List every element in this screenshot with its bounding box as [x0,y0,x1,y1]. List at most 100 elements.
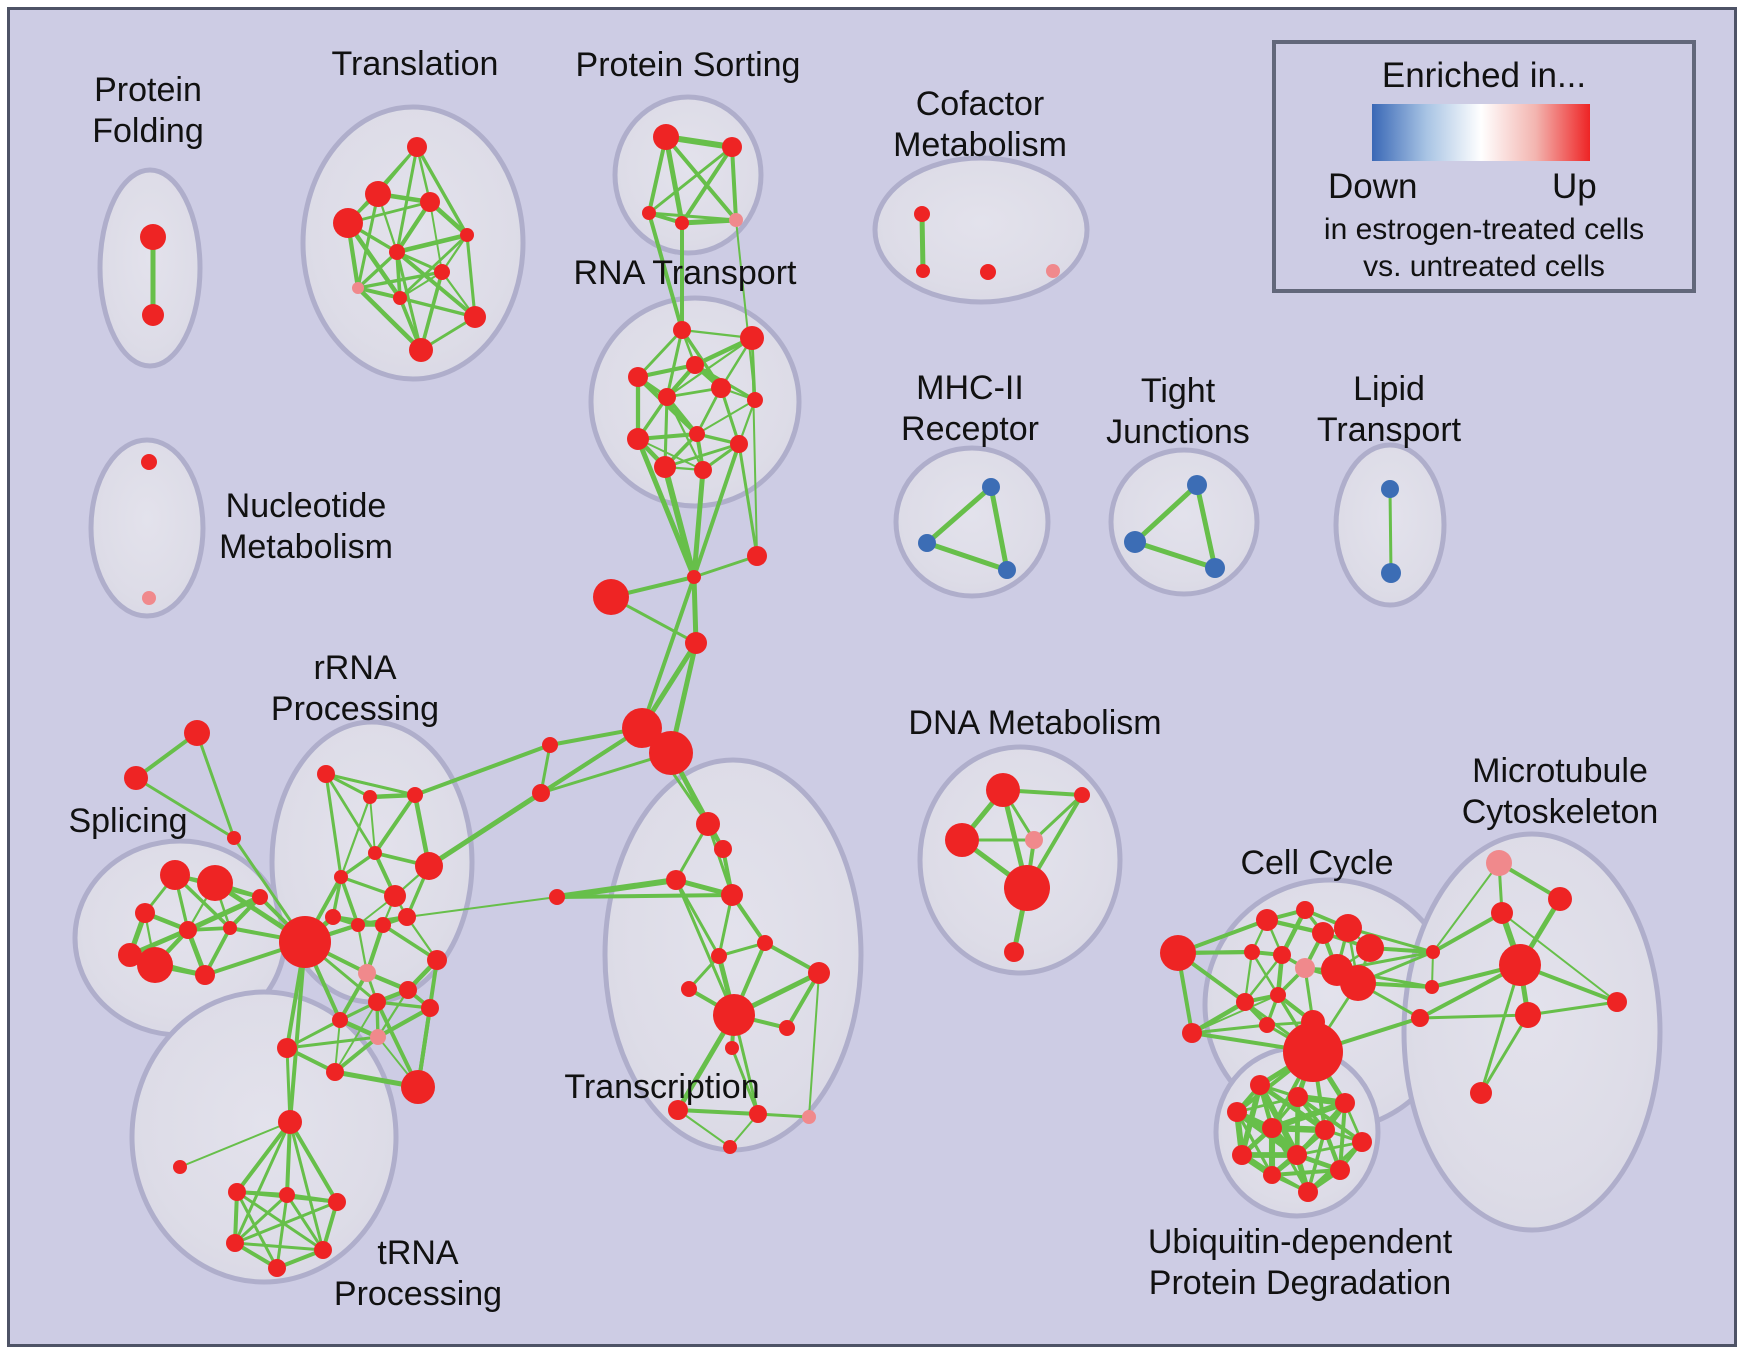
node-trna-processing [173,1160,187,1174]
node-cofactor-metabolism [916,264,930,278]
network-edge [465,233,477,319]
cluster-label-rna-transport: RNA Transport [574,254,798,292]
network-edge [1132,482,1200,545]
node-cell-cycle [1296,901,1314,919]
node-splicing [160,860,190,890]
node-dna-metabolism [1074,787,1090,803]
network-edge [1268,1099,1349,1132]
network-edge [1270,1168,1342,1177]
network-edge [737,442,759,558]
node-ubiquitin-degradation [1288,1087,1308,1107]
network-edge [288,1120,339,1204]
cluster-label-microtubule-cytoskeleton: Microtubule [1472,752,1648,790]
node-hub [593,579,629,615]
node-rrna-processing [415,852,443,880]
node-cell-cycle [1334,914,1362,942]
node-mhc-ii-receptor [998,561,1016,579]
network-edge [288,1120,325,1252]
network-edge [1418,1013,1530,1020]
node-rna-transport [689,426,705,442]
node-transcription [666,870,686,890]
node-rna-transport [686,356,704,374]
node-rrna-processing [358,964,376,982]
network-edge [233,1120,292,1245]
node-rrna-processing [399,981,417,999]
network-edge [235,1190,279,1270]
node-rrna-processing [279,916,331,968]
node-hub [649,731,693,775]
network-edge [406,896,558,918]
network-edge [324,772,377,855]
cluster-label-mhc-ii-receptor: MHC-II [916,369,1024,407]
node-cell-cycle [1295,958,1315,978]
network-edge [285,1046,292,1124]
network-edge [375,1005,433,1040]
node-rrna-processing [363,790,377,804]
node-ubiquitin-degradation [1262,1118,1282,1138]
cluster-ellipse-microtubule-cytoskeleton [1401,831,1663,1233]
cluster-label-nucleotide-metabolism: Metabolism [219,528,393,566]
node-cell-cycle [1236,993,1254,1011]
network-edge [1257,1082,1328,1133]
network-edge [663,442,741,469]
node-microtubule-cytoskeleton [1548,887,1572,911]
node-translation [407,137,427,157]
node-splicing [252,889,268,905]
network-edge [285,1000,379,1050]
node-ubiquitin-degradation [1287,1145,1307,1165]
network-edge [647,211,684,332]
node-transcription [713,994,755,1036]
node-cell-cycle [1283,1022,1343,1082]
node-cell-cycle [1273,946,1291,964]
node-rrna-processing [334,870,348,884]
node-rrna-processing [277,1038,297,1058]
network-edge [1250,950,1280,997]
network-edge [677,1109,731,1148]
network-edge [1032,793,1084,842]
network-edge [285,1035,380,1050]
node-cofactor-metabolism [1046,264,1060,278]
network-edge [647,145,734,215]
cluster-label-rrna-processing: Processing [271,690,439,728]
node-splicing [179,921,197,939]
network-edge [394,232,470,255]
node-translation [333,208,363,238]
network-edge [395,250,477,319]
network-edge [1388,487,1393,575]
node-protein-sorting [642,206,656,220]
network-edge [663,395,669,469]
node-splicing-satellite [227,831,241,845]
network-edge [1431,911,1504,954]
cluster-ellipse-mhc-ii-receptor [893,445,1051,599]
node-protein-sorting [722,137,742,157]
network-edge [730,145,738,222]
node-tight-junctions [1205,558,1225,578]
node-rna-transport [694,461,712,479]
network-edge [1432,862,1500,953]
network-edge [730,1046,760,1116]
node-rrna-processing [398,908,416,926]
network-edge [338,971,369,1022]
cluster-ellipse-nucleotide-metabolism [88,437,206,619]
node-rrna-processing [317,765,335,783]
node-trna-processing [226,1234,244,1252]
network-edge [373,793,417,855]
network-edge [324,772,343,879]
node-ubiquitin-degradation [1298,1182,1318,1202]
cluster-label-dna-metabolism: DNA Metabolism [908,704,1161,742]
network-edge [334,1001,378,1073]
node-rrna-processing [427,950,447,970]
network-edge [413,743,552,797]
network-edge [179,1121,291,1168]
cluster-label-translation: Translation [332,45,499,83]
node-translation [352,282,364,294]
network-edge [398,233,469,300]
network-edge [376,988,410,1039]
network-edge [395,250,444,274]
network-edge [1295,1140,1364,1157]
node-ubiquitin-degradation [1352,1132,1372,1152]
node-transcription [668,1100,688,1120]
cluster-label-ubiquitin-degradation: Ubiquitin-dependent [1148,1223,1453,1261]
cluster-ellipse-tight-junctions [1108,447,1260,597]
